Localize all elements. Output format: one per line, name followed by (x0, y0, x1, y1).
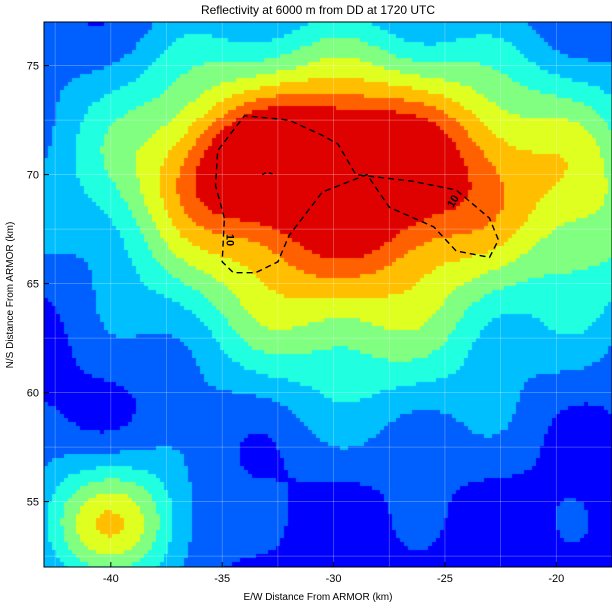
x-tick-label: -40 (103, 573, 119, 585)
contour-labels: 10 10 (224, 193, 462, 246)
contour-label: 10 (445, 193, 462, 210)
y-tick-label: 70 (27, 170, 39, 182)
plot-frame (43, 21, 612, 568)
contour-label: 10 (224, 234, 236, 246)
grid-lines (44, 22, 612, 567)
y-tick-label: 55 (27, 497, 39, 509)
plot-area: 10 10 (43, 21, 612, 568)
x-tick-label: -20 (548, 573, 564, 585)
contour-line-10-fragment (261, 171, 276, 176)
x-tick-label: -35 (214, 573, 230, 585)
x-axis-label: E/W Distance From ARMOR (km) (244, 592, 393, 603)
contour-line-10 (214, 114, 500, 274)
y-tick-label: 60 (27, 388, 39, 400)
y-tick-label: 75 (27, 61, 39, 73)
y-tick-label: 65 (27, 279, 39, 291)
x-axis: -40 -35 -30 -25 -20 (103, 562, 564, 585)
heatmap-surface (44, 22, 612, 567)
chart-title: Reflectivity at 6000 m from DD at 1720 U… (201, 3, 435, 17)
x-tick-label: -30 (326, 573, 342, 585)
x-tick-label: -25 (437, 573, 453, 585)
y-axis: 55 60 65 70 75 (27, 61, 49, 509)
y-axis-label: N/S Distance From ARMOR (km) (5, 222, 16, 369)
